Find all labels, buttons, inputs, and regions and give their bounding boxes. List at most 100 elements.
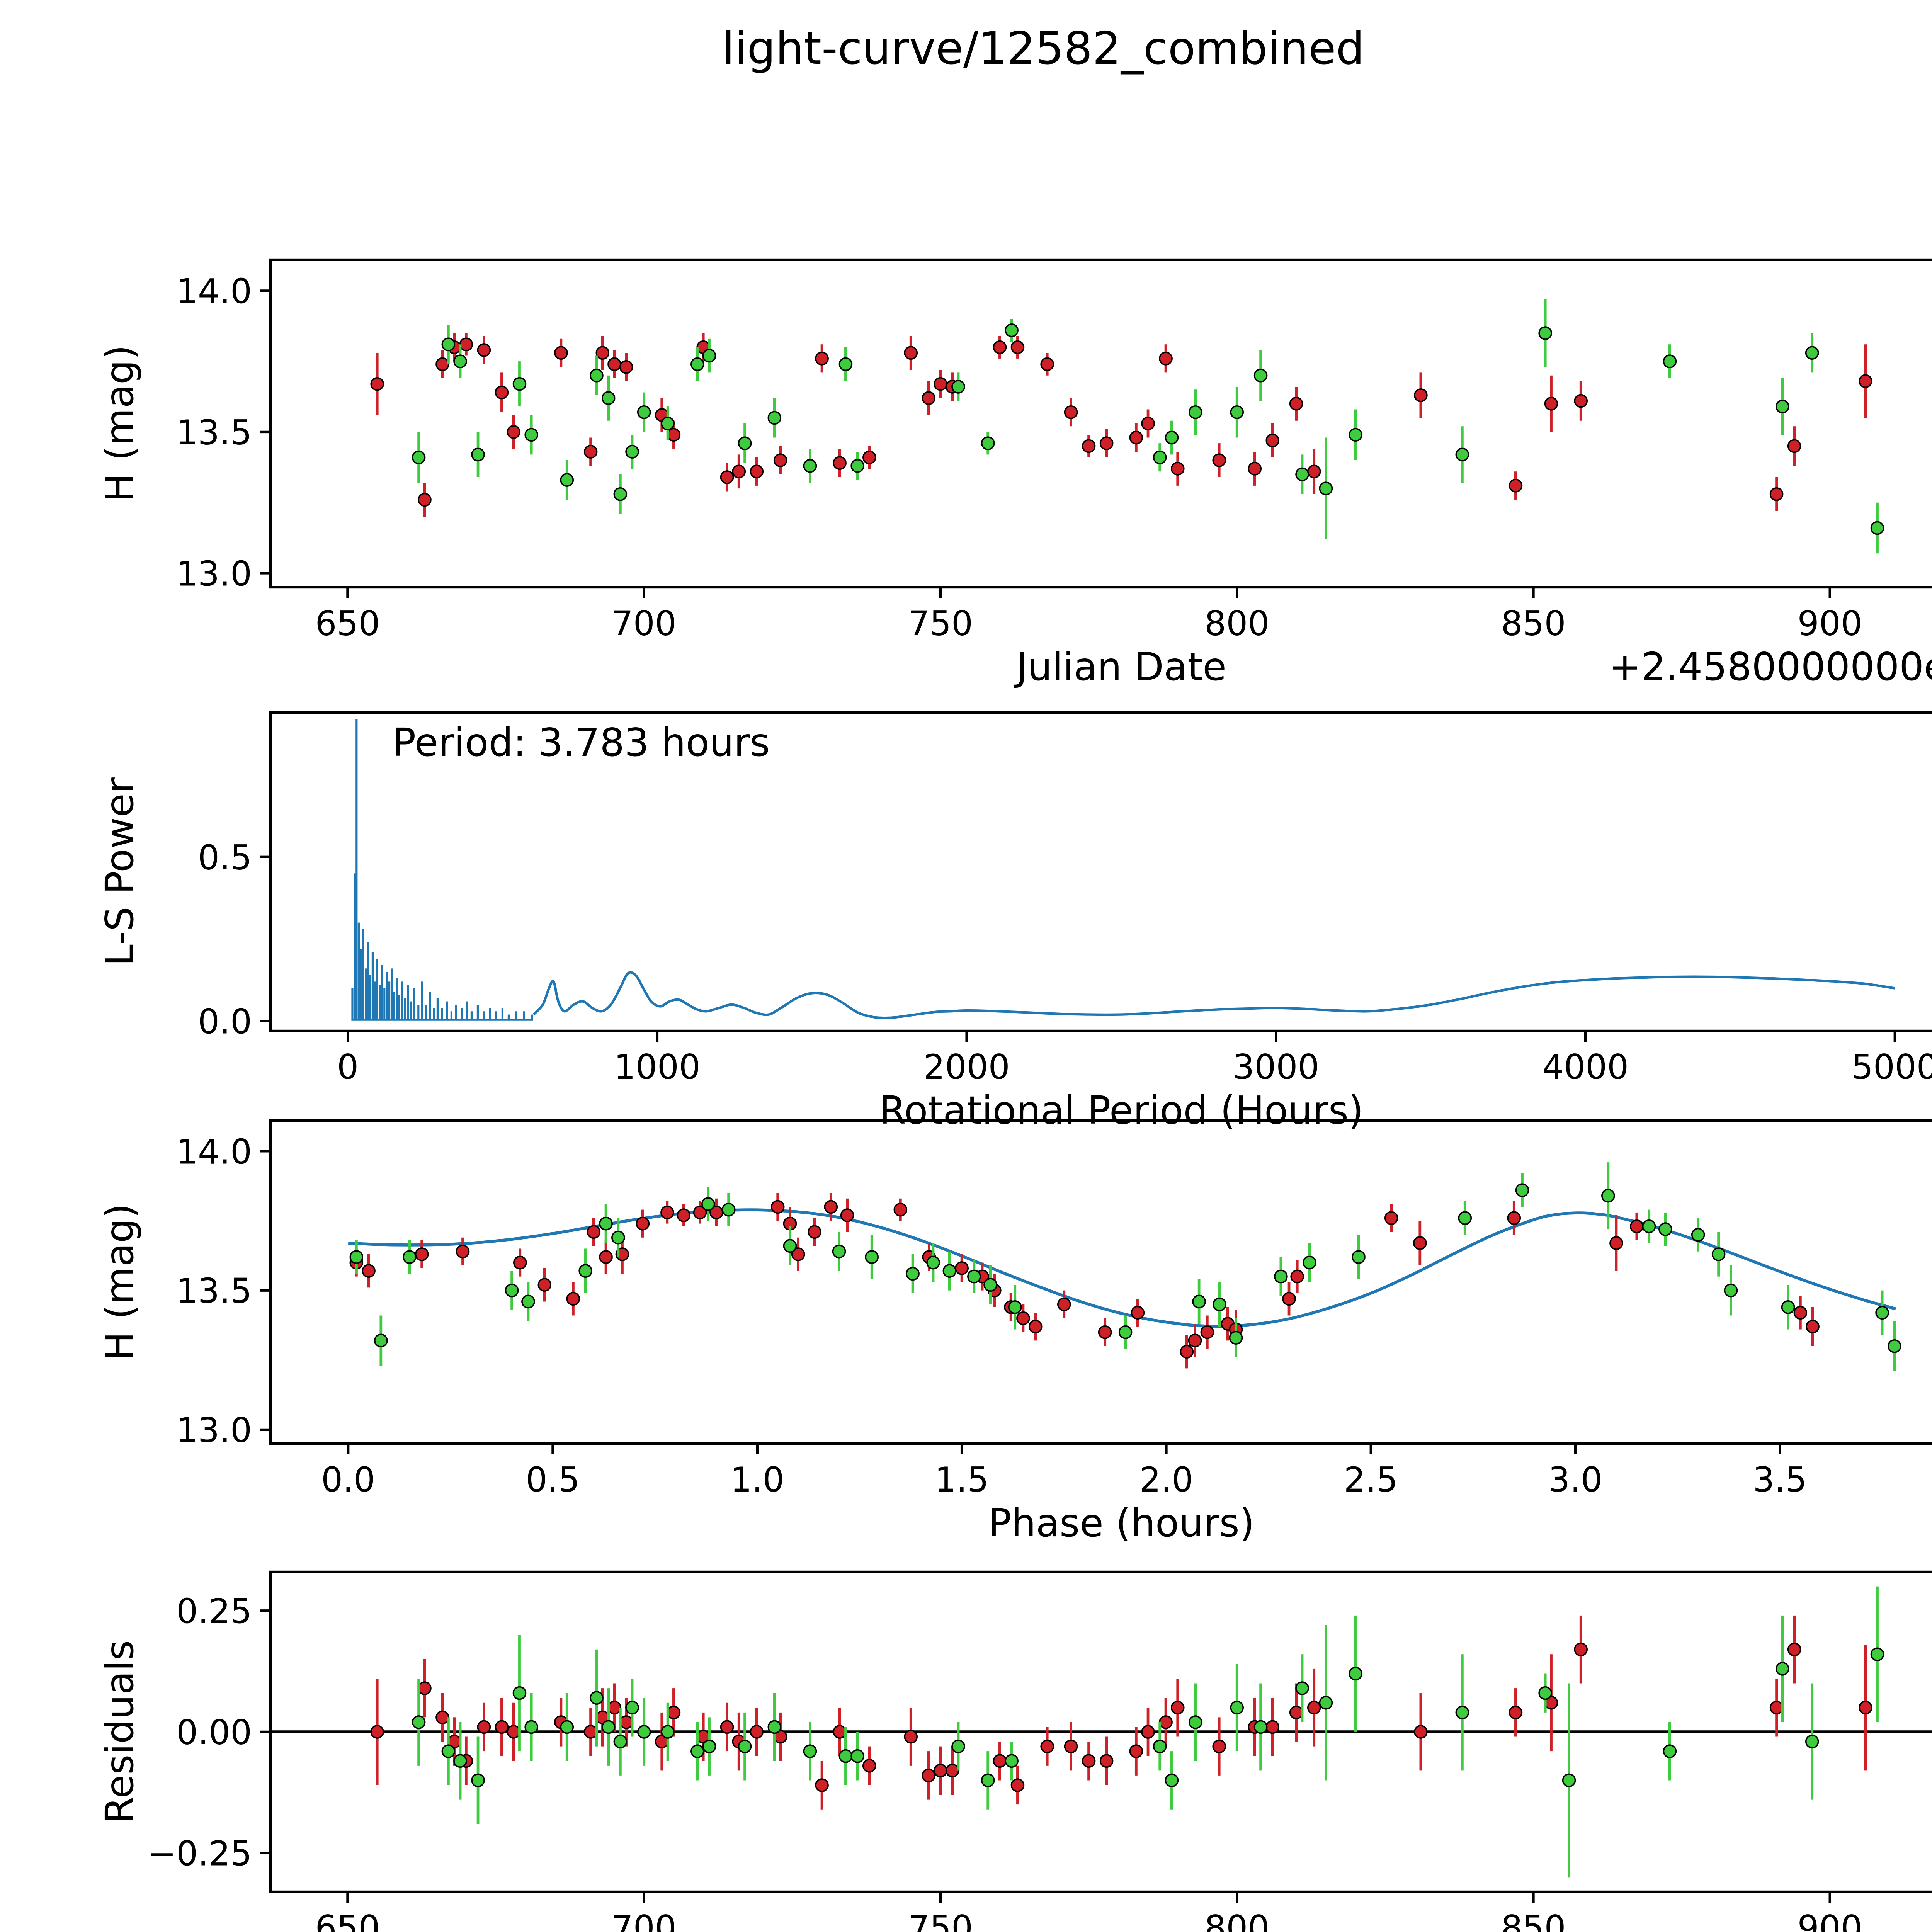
x-tick-label: 3.5 <box>1753 1460 1807 1500</box>
data-point <box>1289 1706 1303 1719</box>
x-axis-label: Rotational Period (Hours) <box>879 1088 1364 1133</box>
data-point <box>750 1725 764 1739</box>
data-point <box>981 436 995 450</box>
data-point <box>1170 1701 1185 1715</box>
x-tick-label: 650 <box>315 604 380 643</box>
data-point <box>601 1720 616 1734</box>
y-axis-label: H (mag) <box>97 345 142 502</box>
data-point <box>1574 394 1588 408</box>
x-tick-label: 2.0 <box>1139 1460 1193 1500</box>
data-point <box>1413 1236 1427 1250</box>
data-point <box>983 1278 998 1292</box>
series-green <box>349 1162 1901 1371</box>
data-point <box>701 1197 715 1211</box>
panel-lightcurve: 650 700 750 800 850 900 13.0 13.5 14.0 Julian Dat… <box>97 258 1932 689</box>
data-point <box>537 1278 552 1292</box>
x-tick-label: 850 <box>1501 604 1566 643</box>
data-point <box>808 1225 821 1239</box>
data-point <box>1253 368 1268 383</box>
data-point <box>1131 1306 1145 1320</box>
x-tick-label: 3000 <box>1233 1047 1319 1087</box>
data-point <box>1307 464 1321 479</box>
data-point <box>1776 1662 1789 1676</box>
y-tick-label: 13.0 <box>176 554 252 594</box>
data-point <box>693 1206 707 1219</box>
data-point <box>1010 1778 1025 1792</box>
data-point <box>1538 1686 1552 1700</box>
data-point <box>1544 397 1558 411</box>
data-point <box>993 1754 1007 1768</box>
data-point <box>981 1773 995 1787</box>
data-point <box>942 1264 957 1278</box>
data-point <box>1875 1306 1889 1320</box>
data-point <box>1711 1247 1726 1261</box>
data-point <box>893 1202 908 1217</box>
data-point <box>1189 405 1202 419</box>
data-point <box>412 450 426 464</box>
x-tick-label: 800 <box>1204 1908 1269 1932</box>
data-point <box>1008 1300 1022 1314</box>
data-point <box>1858 1701 1872 1715</box>
data-point <box>590 1691 604 1705</box>
data-point <box>1769 1701 1784 1715</box>
data-point <box>1509 1706 1523 1719</box>
data-point <box>951 380 965 394</box>
data-point <box>1888 1339 1901 1353</box>
data-point <box>833 456 847 470</box>
data-point <box>721 1202 736 1217</box>
y-tick-label: 0.0 <box>198 1002 252 1042</box>
data-point <box>1455 1706 1469 1719</box>
data-point <box>1098 1325 1112 1339</box>
y-tick-label: 14.0 <box>176 271 252 311</box>
data-point <box>1870 1647 1884 1662</box>
data-point <box>471 447 485 462</box>
data-point <box>904 1730 918 1744</box>
data-point <box>636 1216 650 1231</box>
data-point <box>599 1216 613 1231</box>
data-point <box>1562 1773 1576 1787</box>
data-point <box>1303 1255 1316 1270</box>
data-point <box>824 1200 838 1214</box>
data-point <box>1319 481 1333 495</box>
data-point <box>791 1247 805 1261</box>
data-point <box>1509 479 1523 493</box>
data-point <box>862 1759 876 1773</box>
data-point <box>1858 374 1872 388</box>
data-point <box>862 450 876 464</box>
data-point <box>1159 352 1173 366</box>
data-point <box>495 1720 509 1734</box>
data-point <box>1806 1320 1820 1334</box>
data-point <box>1307 1701 1321 1715</box>
data-point <box>453 354 467 368</box>
data-point <box>1515 1183 1529 1197</box>
data-point <box>613 1735 628 1748</box>
data-point <box>471 1773 485 1787</box>
x-tick-label: 0 <box>337 1047 359 1087</box>
data-point <box>945 1764 959 1778</box>
data-point <box>1099 1754 1114 1768</box>
data-point <box>1170 462 1185 476</box>
data-point <box>702 1739 716 1753</box>
data-point <box>1265 434 1280 447</box>
data-point <box>435 1710 449 1725</box>
y-axis-label: H (mag) <box>97 1203 142 1361</box>
data-point <box>1352 1250 1366 1264</box>
data-point <box>512 1686 527 1700</box>
data-point <box>583 445 598 459</box>
data-point <box>1538 326 1552 340</box>
y-tick-label: 13.5 <box>176 1271 252 1311</box>
data-point <box>1282 1292 1296 1306</box>
data-point <box>1248 462 1262 476</box>
data-point <box>1129 1744 1143 1758</box>
series-red <box>370 333 1872 517</box>
data-point <box>1040 1739 1054 1753</box>
data-point <box>441 337 456 352</box>
data-point <box>1064 405 1078 419</box>
data-point <box>1230 1701 1244 1715</box>
data-point <box>1691 1228 1705 1242</box>
data-point <box>850 1749 864 1763</box>
x-tick-label: 900 <box>1798 604 1862 643</box>
x-tick-label: 4000 <box>1542 1047 1629 1087</box>
